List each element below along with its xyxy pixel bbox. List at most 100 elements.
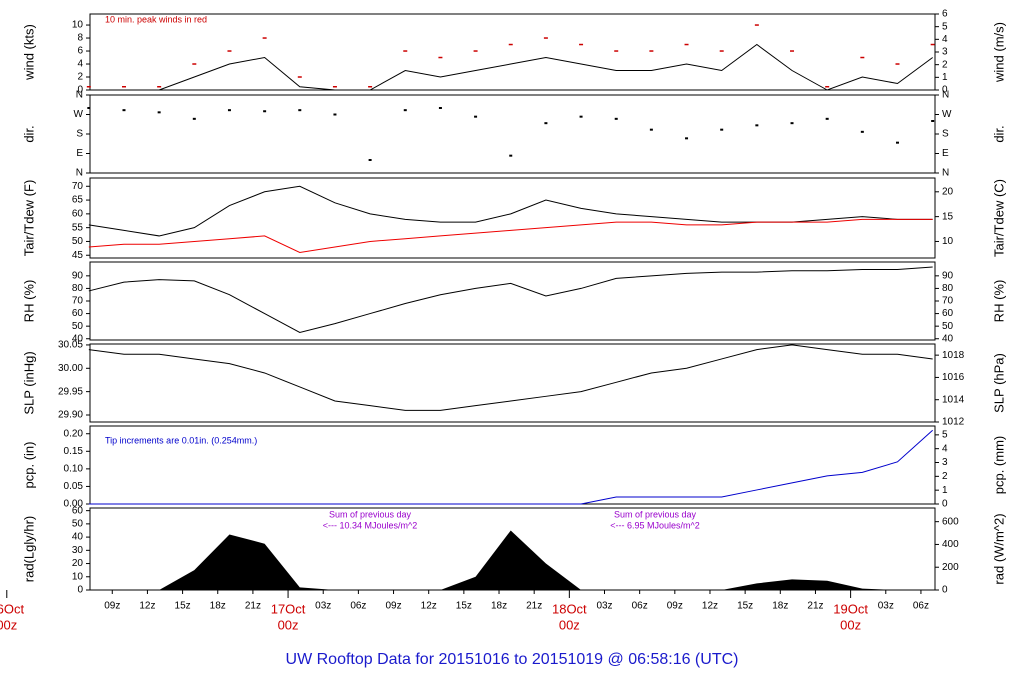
day-tick-label: 19Oct [833,601,868,616]
y-tick-label: 2 [942,471,948,482]
y-tick-label: 10 [72,571,84,582]
point [931,120,935,122]
y-tick-label: N [942,90,949,101]
point [544,122,548,125]
day-tick-label: 16Oct [0,601,25,616]
x-tick-label: 12z [139,601,155,612]
point [87,107,91,109]
y-tick-label: 40 [72,532,84,543]
y-tick-label: 4 [77,59,83,70]
y-tick-label: 60 [72,505,84,516]
y-tick-label: 6 [942,9,948,20]
x-tick-label: 15z [737,601,753,612]
y-tick-label: 90 [942,270,954,281]
y-tick-label: 45 [72,250,84,261]
y-tick-label: N [76,90,83,101]
y-axis-label: Tair/Tdew (F) [21,180,36,257]
y-tick-label: 15 [942,211,954,222]
y-tick-label: 70 [72,296,84,307]
line [88,218,933,254]
y-tick-label: 50 [72,236,84,247]
x-tick-label: 15z [456,601,472,612]
y-tick-label: 60 [942,308,954,319]
y-tick-label: 10 [942,236,954,247]
y-axis-label: dir. [21,125,36,142]
y-tick-label: 0.10 [64,464,84,475]
y-tick-label: 0 [77,85,83,96]
y-tick-label: 0 [942,499,948,510]
y-axis-label: RH (%) [21,280,36,323]
x-tick-label: 12z [702,601,718,612]
y-tick-label: 20 [72,558,84,569]
y-tick-label: 80 [942,283,954,294]
y-tick-label: 1014 [942,394,965,405]
y-axis-label: rad(Lgly/hr) [21,516,36,582]
y2-axis-label: rad (W/m^2) [991,513,1006,584]
y-tick-label: 1012 [942,417,965,428]
line [88,344,933,411]
x-tick-label: 18z [772,601,788,612]
point [474,115,478,118]
point [403,109,407,112]
y2-axis-label: pcp. (mm) [991,436,1006,495]
panel-frame [89,261,936,341]
y-tick-label: 40 [942,333,954,344]
x-tick-label: 21z [526,601,542,612]
point [755,124,759,127]
y2-axis-label: wind (m/s) [991,22,1006,83]
point [614,117,618,120]
y-tick-label: 0.00 [64,499,84,510]
y2-axis-label: RH (%) [991,280,1006,323]
y-tick-label: N [76,168,83,179]
y-tick-label: 50 [72,519,84,530]
y-tick-label: 50 [942,321,954,332]
y-tick-label: 1018 [942,350,965,361]
annotation: Sum of previous day [614,509,697,519]
day-tick-label: 18Oct [552,601,587,616]
y-tick-label: 1 [942,72,948,83]
point [263,110,267,113]
day-tick-sublabel: 00z [278,617,299,632]
point [579,115,583,118]
x-tick-label: 21z [807,601,823,612]
y-tick-label: W [74,109,84,120]
y-tick-label: 1 [942,485,948,496]
y-tick-label: N [942,168,949,179]
day-tick-sublabel: 00z [559,617,580,632]
y-tick-label: 10 [72,20,84,31]
y-tick-label: S [76,129,83,140]
y-tick-label: 6 [77,46,83,57]
x-tick-label: 18z [491,601,507,612]
y-tick-label: 30.00 [58,363,83,374]
point [192,117,196,120]
panel-frame [89,177,936,259]
y-tick-label: 29.90 [58,410,83,421]
area [88,530,933,590]
annotation: 10 min. peak winds in red [105,14,207,24]
point [685,137,689,140]
y-tick-label: 0.05 [64,481,84,492]
point [157,111,161,114]
x-tick-label: 09z [104,601,120,612]
day-tick-sublabel: 00z [0,617,17,632]
point [649,128,653,131]
point [790,122,794,125]
line [88,266,933,333]
day-tick-sublabel: 00z [840,617,861,632]
point [825,117,829,120]
x-tick-label: 06z [632,601,648,612]
y-tick-label: 2 [942,59,948,70]
y-tick-label: 4 [942,34,948,45]
point [438,107,442,109]
point [895,141,899,144]
y-tick-label: 4 [942,443,948,454]
x-tick-label: 21z [245,601,261,612]
panel-frame [89,13,936,91]
point [368,159,372,161]
y-tick-label: 200 [942,562,959,573]
y-tick-label: 0 [942,85,948,96]
y-axis-label: pcp. (in) [21,442,36,489]
y-tick-label: 1016 [942,372,965,383]
y-tick-label: 0.20 [64,428,84,439]
y-tick-label: 3 [942,47,948,58]
